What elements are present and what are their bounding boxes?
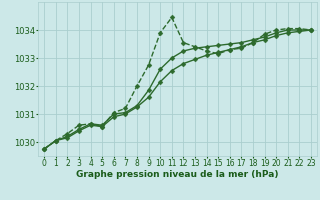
X-axis label: Graphe pression niveau de la mer (hPa): Graphe pression niveau de la mer (hPa) — [76, 170, 279, 179]
